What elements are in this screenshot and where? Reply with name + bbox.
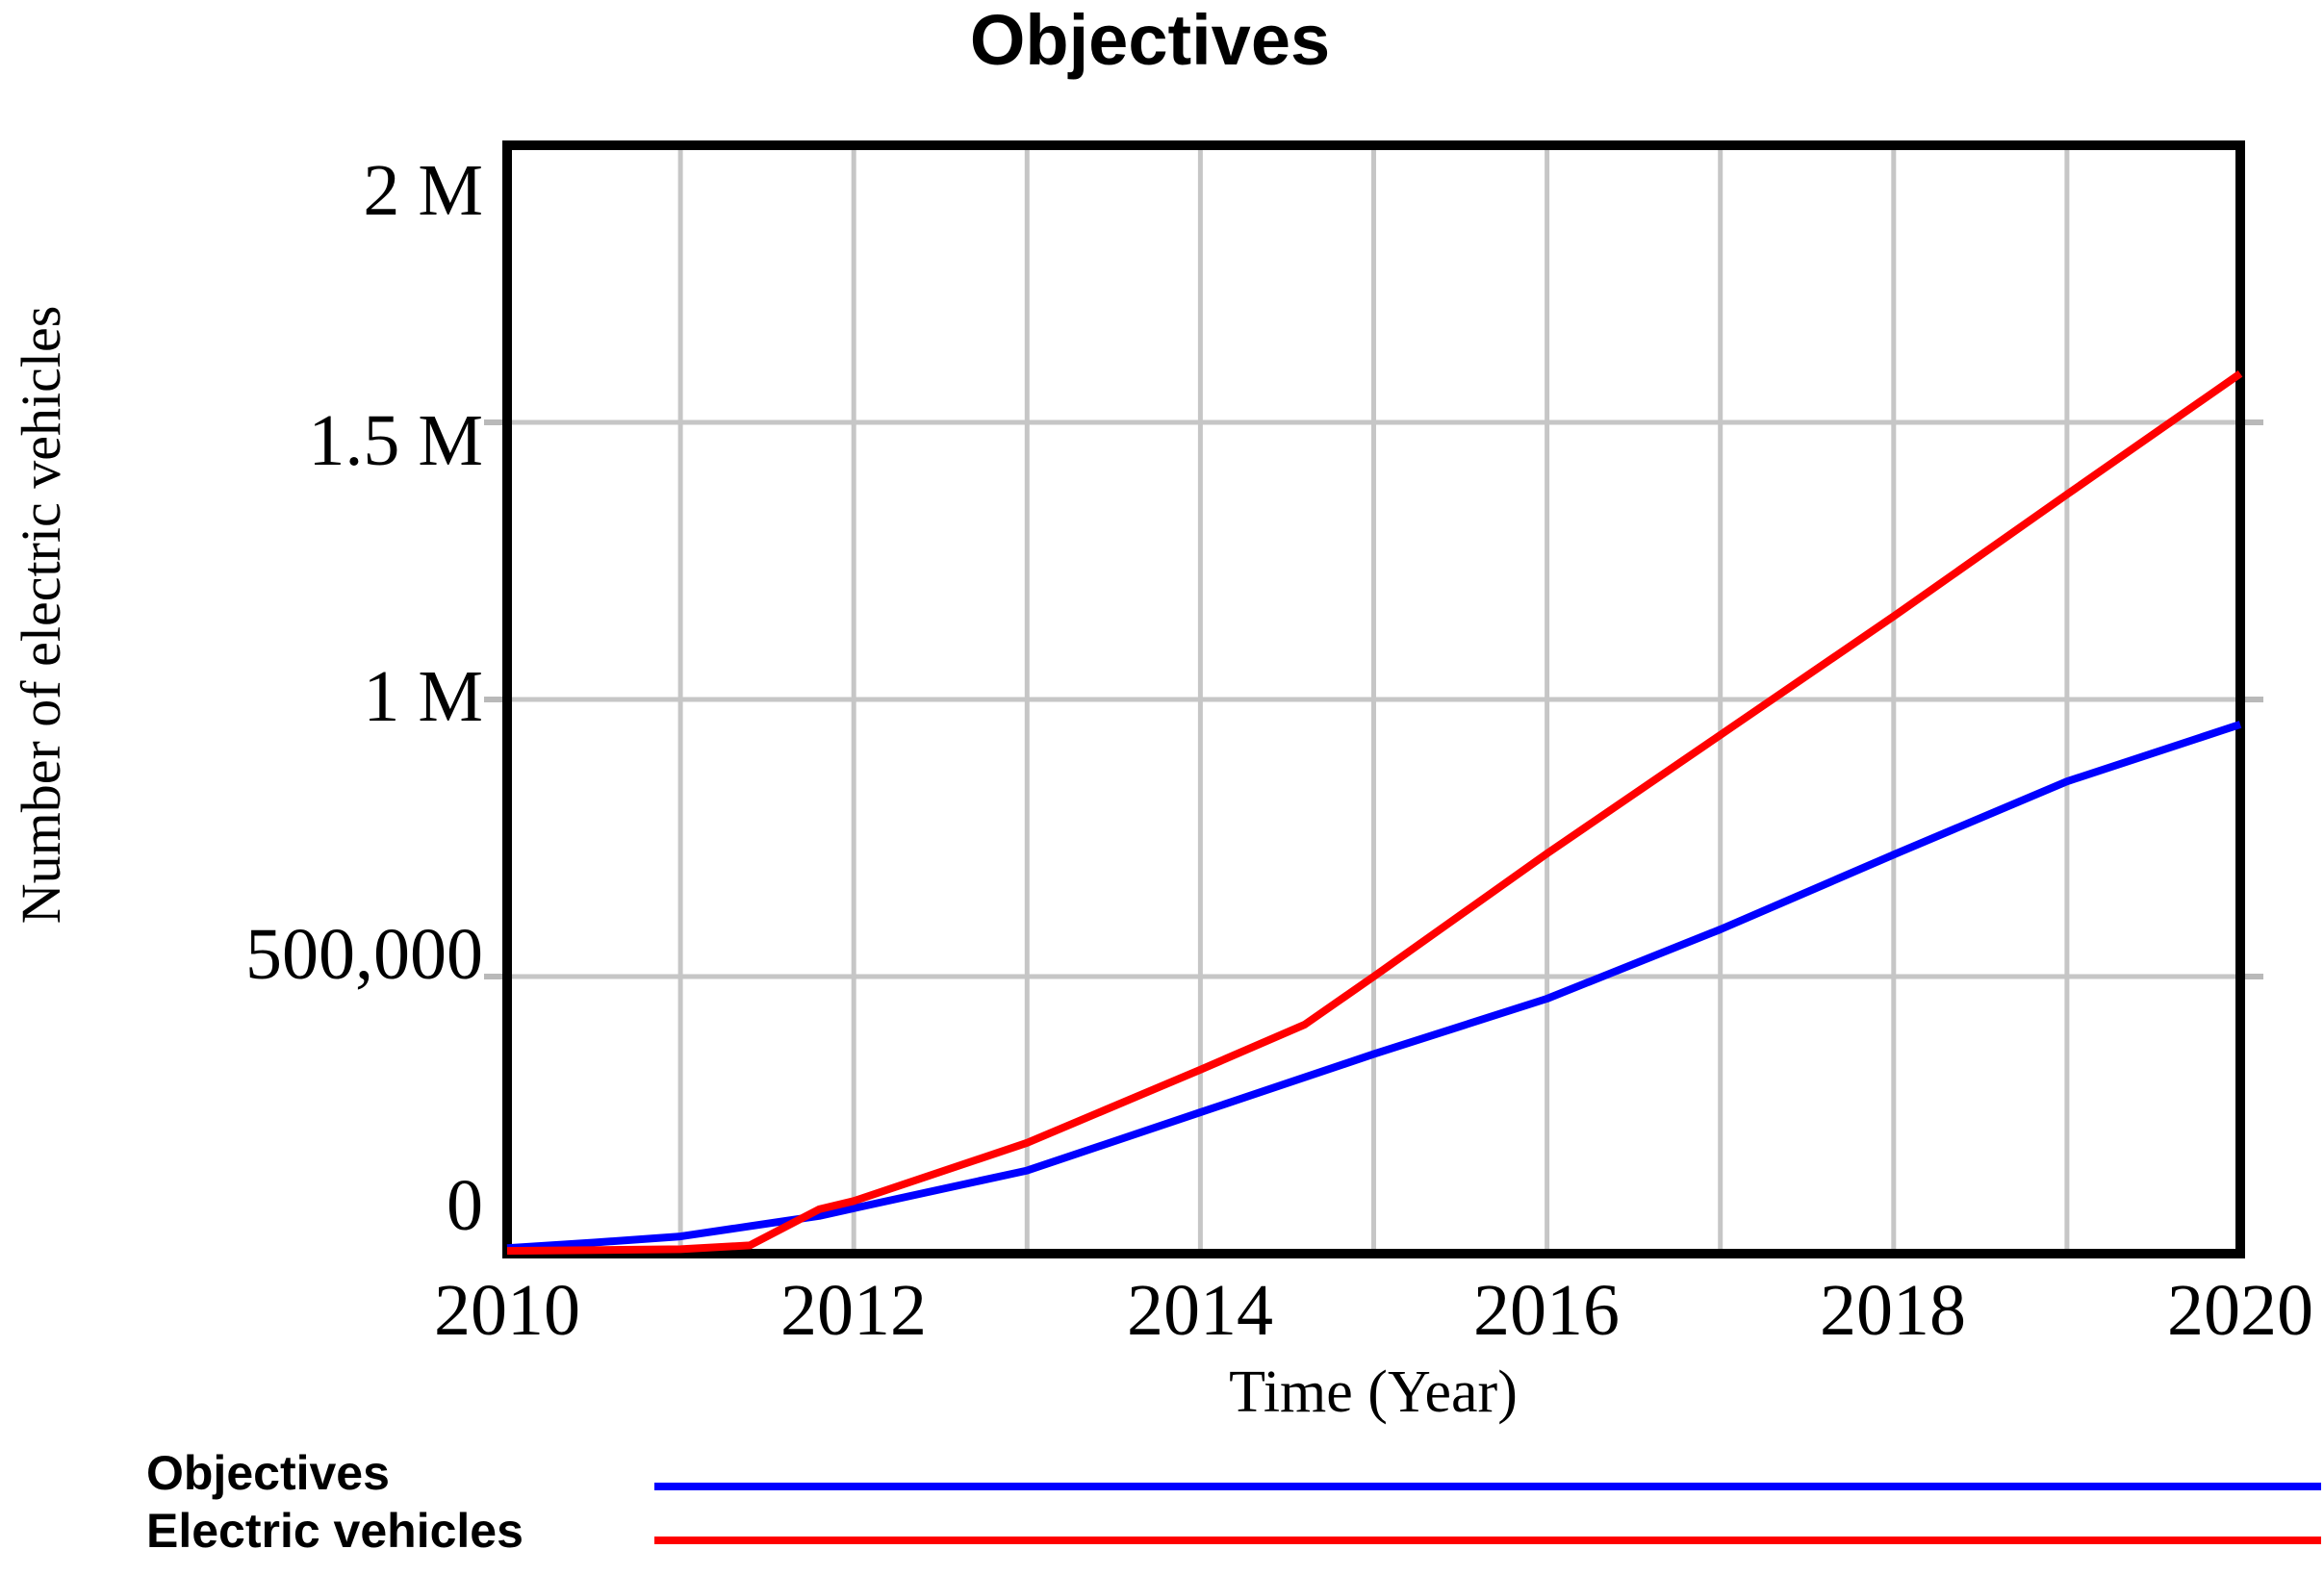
- plot-border: [502, 140, 2245, 1258]
- y-tick-label-2m: 2 M: [363, 150, 483, 231]
- x-tick-label-2018: 2018: [1820, 1270, 1966, 1351]
- x-tick-label-2020: 2020: [2167, 1270, 2313, 1351]
- x-tick-label-2014: 2014: [1127, 1270, 1273, 1351]
- x-tick-label-2012: 2012: [780, 1270, 927, 1351]
- x-axis-title: Time (Year): [1229, 1359, 1518, 1425]
- chart-title: Objectives: [969, 0, 1331, 80]
- series-line-objectives: [506, 721, 2242, 1253]
- y-tick-label-500k: 500,000: [245, 914, 483, 995]
- y-tick-label-0: 0: [447, 1165, 483, 1246]
- series-line-electric-vehicles: [506, 370, 2243, 1256]
- legend-label-electric-vehicles: Electric vehicles: [146, 1504, 524, 1558]
- y-tick-label-1m: 1 M: [363, 656, 483, 737]
- legend-line-electric-vehicles: [654, 1537, 2321, 1544]
- x-tick-label-2010: 2010: [434, 1270, 580, 1351]
- x-tick-label-2016: 2016: [1473, 1270, 1620, 1351]
- y-tick-label-1-5m: 1.5 M: [308, 400, 483, 481]
- legend-line-objectives: [654, 1483, 2321, 1490]
- legend-label-objectives: Objectives: [146, 1446, 390, 1500]
